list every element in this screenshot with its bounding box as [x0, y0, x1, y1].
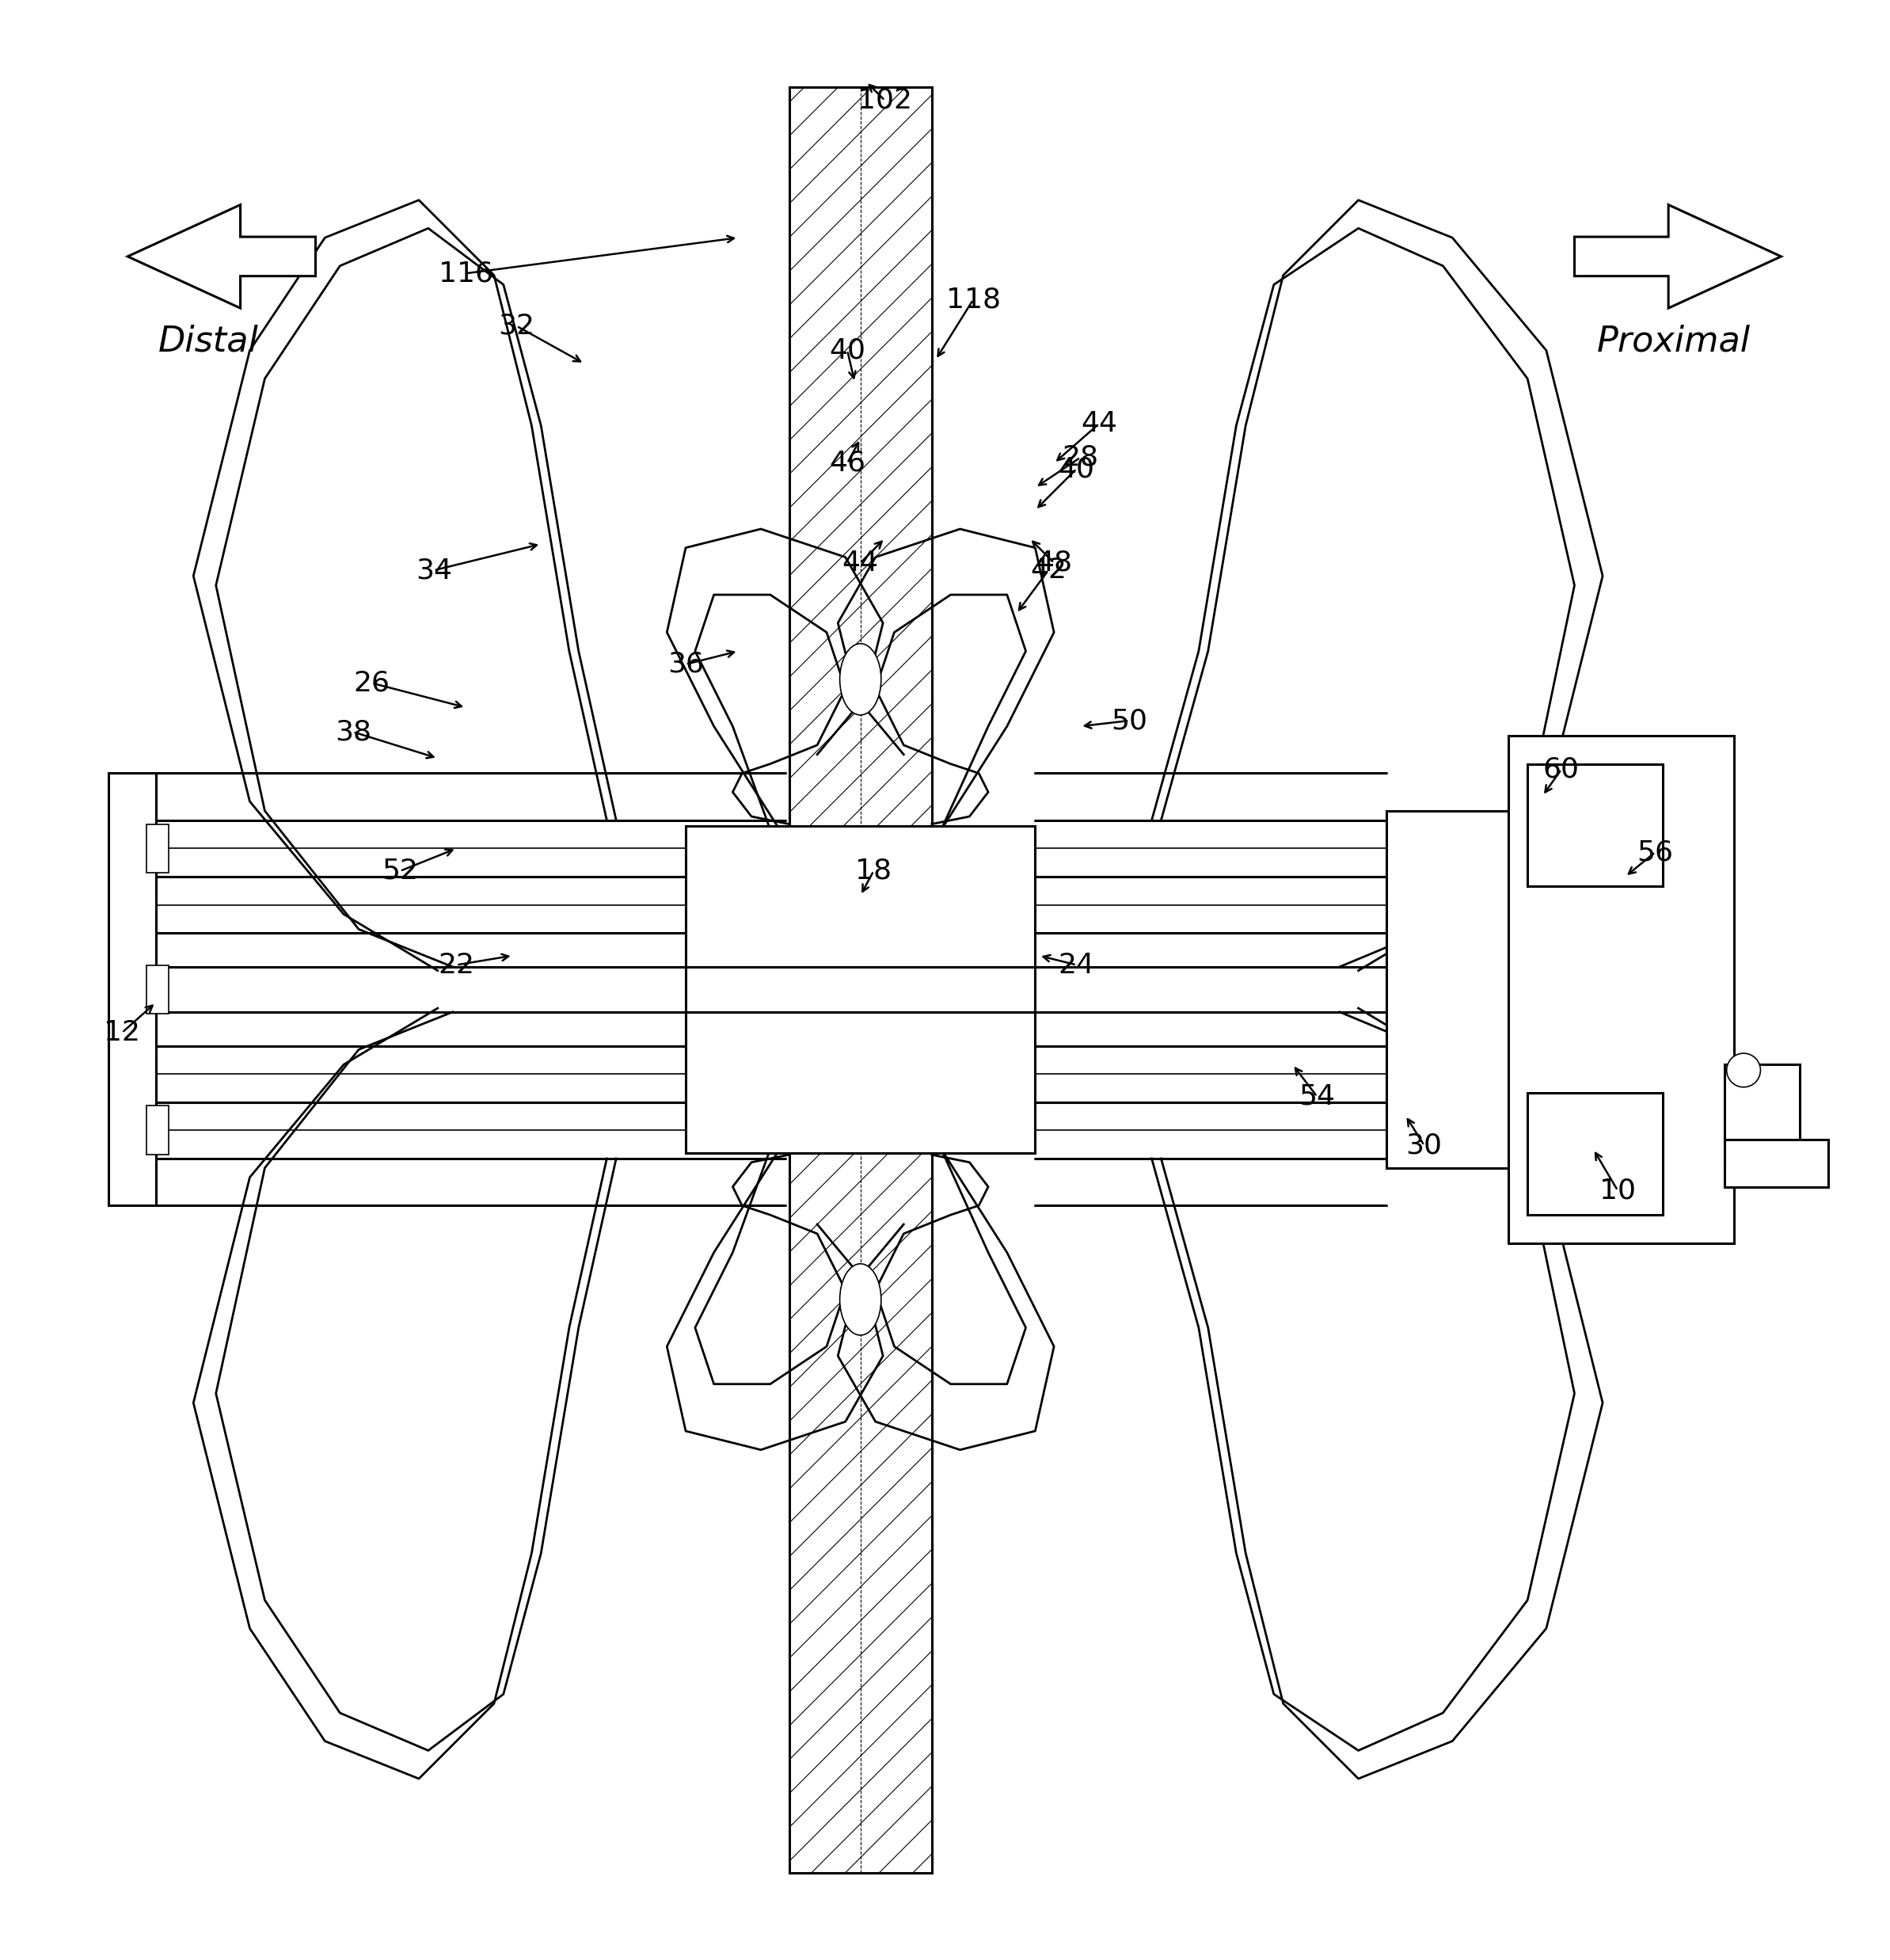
Bar	[788, 88, 932, 1872]
Bar	[1387, 811, 1508, 1168]
Text: 30: 30	[1406, 1133, 1442, 1158]
Text: 46: 46	[830, 449, 866, 476]
Text: 118: 118	[945, 286, 1000, 314]
Text: Proximal: Proximal	[1597, 323, 1750, 359]
Text: 22: 22	[438, 951, 474, 978]
Bar	[1726, 1141, 1828, 1186]
Bar	[1527, 1094, 1663, 1215]
Bar	[146, 1105, 168, 1154]
Text: 60: 60	[1542, 757, 1580, 782]
Text: 40: 40	[830, 337, 866, 365]
FancyArrow shape	[1574, 204, 1780, 308]
Text: 54: 54	[1298, 1084, 1334, 1109]
Bar	[686, 1011, 1036, 1152]
Circle shape	[1727, 1053, 1760, 1088]
Bar	[146, 964, 168, 1013]
Ellipse shape	[839, 1264, 881, 1335]
Text: 52: 52	[382, 858, 418, 884]
Text: 44: 44	[1081, 410, 1117, 437]
Text: 18: 18	[856, 858, 892, 884]
Bar	[686, 966, 1036, 1011]
Bar	[1726, 1064, 1799, 1168]
Text: 12: 12	[104, 1019, 140, 1047]
Bar	[110, 774, 155, 1205]
FancyArrow shape	[129, 204, 316, 308]
Bar	[146, 823, 168, 872]
Bar	[1508, 735, 1735, 1243]
Text: 34: 34	[416, 557, 452, 584]
Text: 10: 10	[1599, 1178, 1637, 1203]
Text: 40: 40	[1058, 455, 1094, 482]
Text: 36: 36	[667, 651, 703, 678]
Text: Distal: Distal	[159, 323, 259, 359]
Text: 44: 44	[843, 549, 879, 576]
Bar	[1527, 764, 1663, 886]
Text: 48: 48	[1036, 549, 1072, 576]
Text: 50: 50	[1111, 708, 1147, 735]
Text: 24: 24	[1058, 951, 1094, 978]
Text: 42: 42	[1030, 557, 1066, 584]
Text: 28: 28	[1062, 445, 1098, 470]
Ellipse shape	[839, 643, 881, 715]
Bar	[686, 825, 1036, 966]
Text: 56: 56	[1637, 839, 1673, 866]
Text: 26: 26	[353, 670, 389, 696]
Bar	[788, 88, 932, 1872]
Text: 102: 102	[858, 86, 913, 114]
Text: 38: 38	[335, 719, 370, 745]
Text: 116: 116	[438, 261, 493, 286]
Text: 32: 32	[499, 312, 535, 339]
